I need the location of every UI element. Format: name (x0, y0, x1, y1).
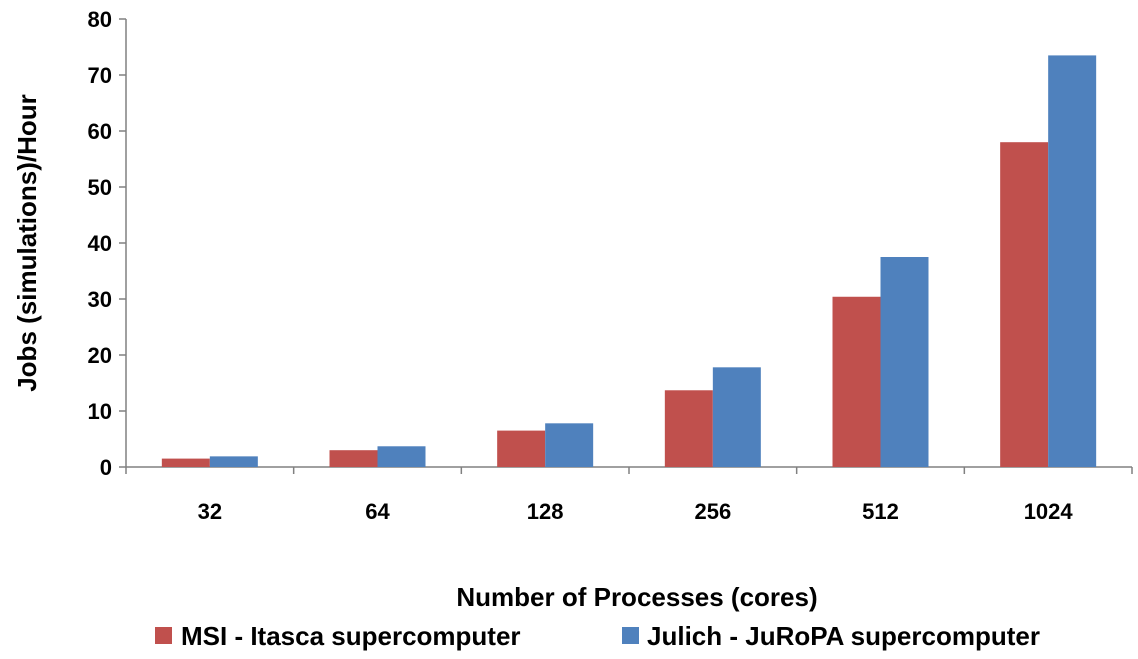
bar-julich-1024 (1048, 55, 1097, 468)
bar-julich-256 (712, 367, 761, 467)
x-tick-label: 256 (694, 499, 731, 524)
x-tick-label: 128 (527, 499, 564, 524)
y-tick-label: 10 (88, 399, 112, 424)
bar-julich-64 (377, 446, 426, 467)
x-axis-title: Number of Processes (cores) (456, 582, 817, 612)
x-tick-label: 32 (198, 499, 222, 524)
x-tick-label: 512 (862, 499, 899, 524)
bar-msi-512 (832, 296, 881, 467)
bar-msi-32 (161, 458, 210, 467)
x-tick-label: 1024 (1024, 499, 1074, 524)
legend-swatch-julich (622, 627, 639, 644)
bar-msi-1024 (1000, 142, 1049, 467)
bar-julich-512 (880, 257, 929, 467)
y-tick-label: 80 (88, 7, 112, 32)
bar-msi-64 (329, 450, 378, 467)
legend: MSI - Itasca supercomputer Julich - JuRo… (155, 621, 1040, 651)
legend-swatch-msi (155, 627, 172, 644)
y-tick-label: 20 (88, 343, 112, 368)
y-axis-ticks: 0 10 20 30 40 50 60 70 80 (88, 7, 126, 480)
y-tick-label: 30 (88, 287, 112, 312)
bar-msi-256 (664, 390, 713, 467)
y-tick-label: 50 (88, 175, 112, 200)
bar-julich-32 (209, 456, 258, 467)
y-axis-title: Jobs (simulations)/Hour (12, 94, 42, 392)
y-tick-label: 40 (88, 231, 112, 256)
x-axis-ticks: 32 64 128 256 512 1024 (125, 467, 1133, 524)
y-tick-label: 0 (100, 455, 112, 480)
y-tick-label: 70 (88, 63, 112, 88)
x-tick-label: 64 (365, 499, 390, 524)
legend-label-msi: MSI - Itasca supercomputer (181, 621, 521, 651)
legend-label-julich: Julich - JuRoPA supercomputer (647, 621, 1040, 651)
bars (161, 55, 1097, 468)
bar-msi-128 (497, 430, 546, 467)
bar-julich-128 (545, 423, 594, 467)
plot-area: 0 10 20 30 40 50 60 70 80 32 64 128 256 512 1024 (88, 7, 1133, 524)
y-tick-label: 60 (88, 119, 112, 144)
